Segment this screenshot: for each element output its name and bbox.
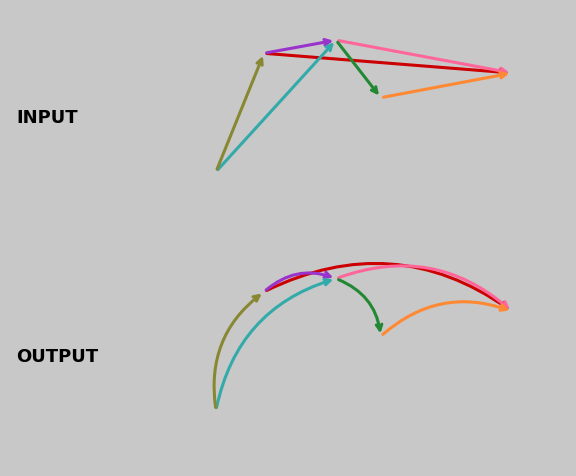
Text: OUTPUT: OUTPUT xyxy=(16,347,98,365)
Text: INPUT: INPUT xyxy=(16,109,78,127)
